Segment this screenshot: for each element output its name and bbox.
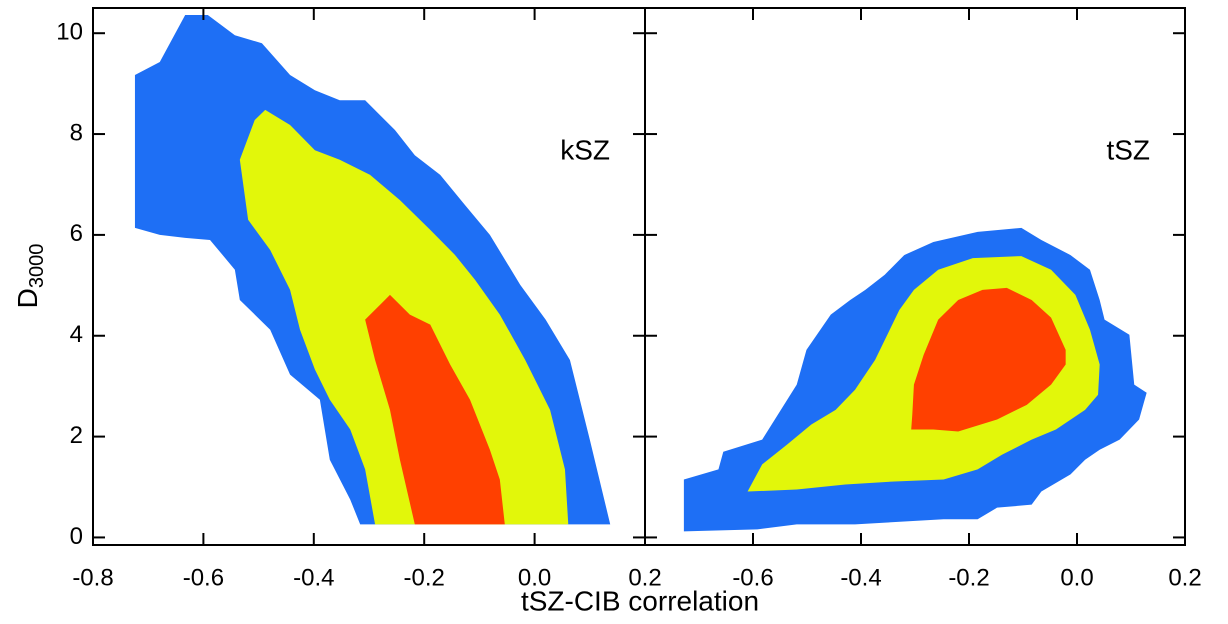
y-tick-label: 0 — [70, 523, 83, 550]
x-tick-label: 0.0 — [518, 564, 551, 591]
x-tick-label: -0.4 — [840, 564, 881, 591]
panel-annotation: kSZ — [560, 134, 610, 165]
x-tick-label: 0.0 — [1060, 564, 1093, 591]
plot-frame — [644, 7, 1186, 546]
x-axis-label: tSZ-CIB correlation — [521, 585, 759, 616]
axes: -0.8 -0.6 -0.4 -0.2 0.0 0.2 0 2 4 6 8 10 kSZ -0.6 -0.4… — [56, 7, 1202, 591]
x-tick-label: 0.2 — [628, 564, 661, 591]
panel-annotation: tSZ — [1106, 134, 1150, 165]
y-tick-label: 2 — [70, 422, 83, 449]
x-tick-label: -0.2 — [404, 564, 445, 591]
y-tick-label: 10 — [56, 19, 83, 46]
y-axis-label: D3000 — [12, 244, 48, 309]
x-tick-label: -0.2 — [948, 564, 989, 591]
y-tick-label: 4 — [70, 321, 83, 348]
x-tick-label: -0.6 — [732, 564, 773, 591]
contour-region — [365, 294, 505, 525]
y-label-main: D — [12, 288, 43, 308]
contour-region — [911, 287, 1066, 432]
plot-marks — [134, 15, 1147, 532]
x-tick-label: -0.8 — [72, 564, 113, 591]
x-tick-label: -0.4 — [293, 564, 334, 591]
y-tick-label: 8 — [70, 119, 83, 146]
x-tick-label: 0.2 — [1168, 564, 1201, 591]
y-tick-label: 6 — [70, 220, 83, 247]
y-label-sub: 3000 — [26, 244, 48, 289]
x-tick-label: -0.6 — [183, 564, 224, 591]
